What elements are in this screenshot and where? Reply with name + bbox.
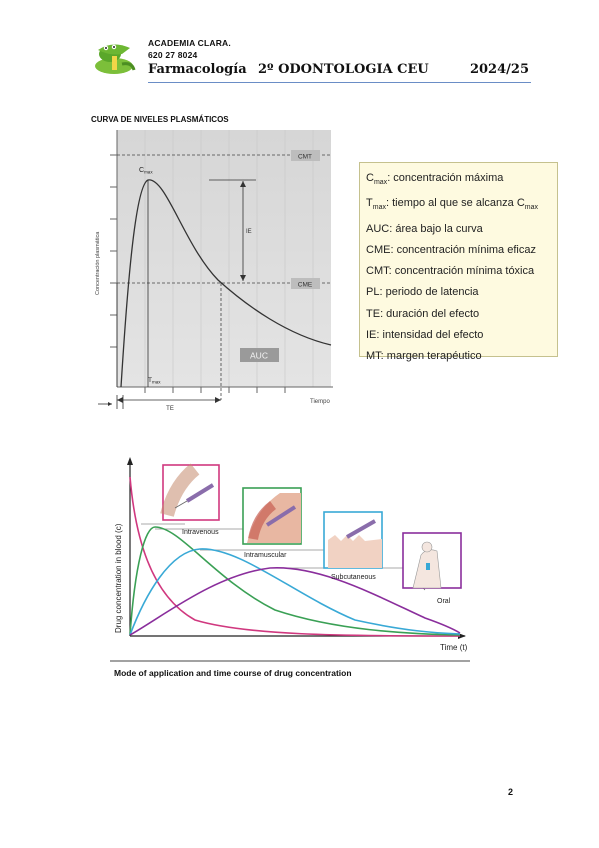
academic-year: 2024/25 [469, 62, 529, 77]
legend-row: TE: duración del efecto [366, 307, 480, 320]
te-label: TE [166, 406, 174, 412]
plot-area [117, 130, 331, 387]
y-axis-label: Concentración plasmática [95, 231, 101, 295]
legend-row: MT: margen terapéutico [366, 350, 482, 362]
legend-row: IE: intensidad del efecto [366, 328, 484, 341]
plasma-level-curve-figure: IE Cmax Tmax CMT CME AUC Concentración p… [88, 125, 353, 415]
cmax-label: Cmax [139, 167, 153, 175]
intramuscular-illustration [242, 487, 302, 545]
document-header: Farmacología 2º ODONTOLOGIA CEU 2024/25 [148, 60, 531, 83]
x-axis-label: Tiempo [310, 399, 330, 405]
subcutaneous-illustration [323, 511, 383, 569]
legend-row: Cmax: concentración máxima [366, 172, 504, 187]
course-title: 2º ODONTOLOGIA CEU [258, 62, 429, 77]
academy-phone: 620 27 8024 [148, 50, 198, 60]
legend-row: CME: concentración mínima eficaz [366, 243, 536, 256]
figure-caption: Mode of application and time course of d… [114, 668, 352, 678]
subcutaneous-label: Subcutaneous [331, 574, 376, 581]
tmax-label: Tmax [148, 377, 161, 385]
academy-info: ACADEMIA CLARA. 620 27 8024 [148, 37, 231, 61]
legend-row: PL: periodo de latencia [366, 286, 479, 299]
subcutaneous-curve [129, 548, 461, 636]
cme-label: CME [298, 282, 313, 289]
drug-concentration-figure: Drug concentration in blood (c) Time (t)… [105, 455, 475, 685]
intramuscular-label: Intramuscular [244, 552, 287, 559]
x-axis-label: Time (t) [440, 643, 468, 652]
cmt-label: CMT [298, 154, 312, 161]
oral-illustration [402, 532, 462, 589]
legend-box: Cmax: concentración máxima Tmax: tiempo … [359, 162, 558, 362]
intramuscular-curve [129, 526, 461, 636]
intravenous-curve [129, 476, 461, 637]
y-axis-label: Drug concentration in blood (c) [114, 523, 123, 633]
legend-row: Tmax: tiempo al que se alcanza Cmax [366, 197, 539, 212]
legend-row: CMT: concentración mínima tóxica [366, 265, 535, 278]
ie-label: IE [246, 229, 252, 235]
plasma-curve [120, 179, 332, 388]
oral-curve [129, 567, 461, 636]
oral-label: Oral [437, 598, 451, 605]
section-title: CURVA DE NIVELES PLASMÁTICOS [91, 115, 229, 124]
intravenous-illustration [160, 463, 220, 521]
academy-name: ACADEMIA CLARA. [148, 38, 231, 48]
auc-label: AUC [250, 351, 268, 361]
intravenous-label: Intravenous [182, 529, 219, 536]
legend-row: AUC: área bajo la curva [366, 222, 483, 235]
subject-title: Farmacología [148, 62, 247, 77]
crocodile-logo-icon [92, 36, 136, 78]
page-number: 2 [508, 787, 514, 797]
